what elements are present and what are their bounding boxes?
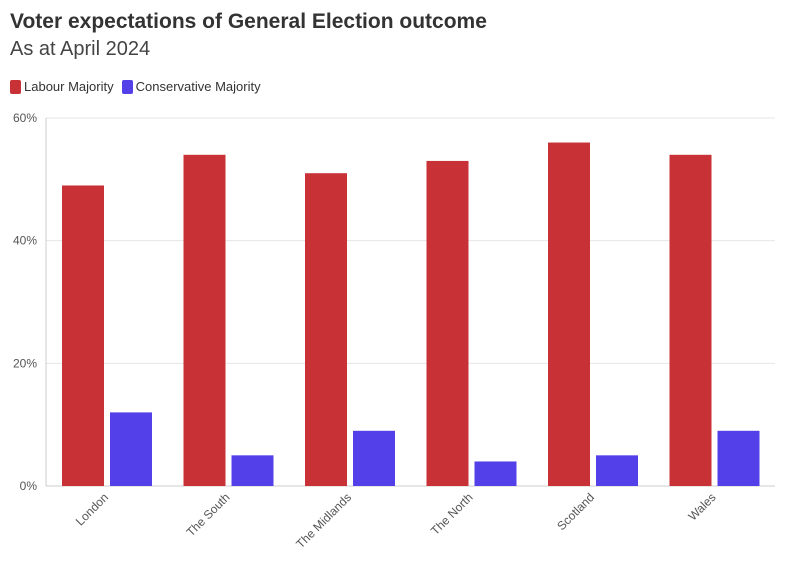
- x-tick-label: Scotland: [554, 490, 597, 533]
- legend: Labour Majority Conservative Majority: [10, 79, 269, 94]
- legend-item-labour[interactable]: Labour Majority: [10, 79, 114, 94]
- bar-conservative[interactable]: [596, 455, 638, 486]
- bar-conservative[interactable]: [474, 461, 517, 486]
- x-tick-label: The Midlands: [293, 490, 354, 551]
- y-tick-label: 0%: [20, 479, 38, 493]
- bar-labour[interactable]: [183, 154, 226, 487]
- legend-swatch-labour: [10, 79, 21, 94]
- bar-labour[interactable]: [669, 154, 712, 487]
- bar-labour[interactable]: [426, 160, 469, 486]
- bar-conservative[interactable]: [231, 455, 274, 486]
- bar-labour[interactable]: [62, 185, 104, 486]
- x-tick-label: Wales: [685, 490, 718, 523]
- bar-labour[interactable]: [548, 142, 590, 487]
- legend-label-labour: Labour Majority: [24, 79, 114, 94]
- bar-conservative[interactable]: [353, 430, 395, 486]
- legend-item-conservative[interactable]: Conservative Majority: [121, 79, 261, 94]
- chart-title: Voter expectations of General Election o…: [10, 10, 487, 33]
- x-tick-label: London: [73, 490, 111, 528]
- bar-labour[interactable]: [305, 173, 347, 486]
- y-tick-label: 40%: [13, 234, 37, 248]
- bar-conservative[interactable]: [717, 430, 760, 486]
- y-tick-label: 20%: [13, 356, 37, 370]
- bar-conservative[interactable]: [110, 412, 152, 486]
- x-tick-label: The North: [428, 490, 476, 538]
- legend-label-conservative: Conservative Majority: [135, 79, 261, 94]
- chart-subtitle: As at April 2024: [10, 38, 151, 60]
- x-tick-label: The South: [184, 490, 233, 539]
- y-tick-label: 60%: [13, 111, 37, 125]
- legend-swatch-conservative: [121, 79, 133, 94]
